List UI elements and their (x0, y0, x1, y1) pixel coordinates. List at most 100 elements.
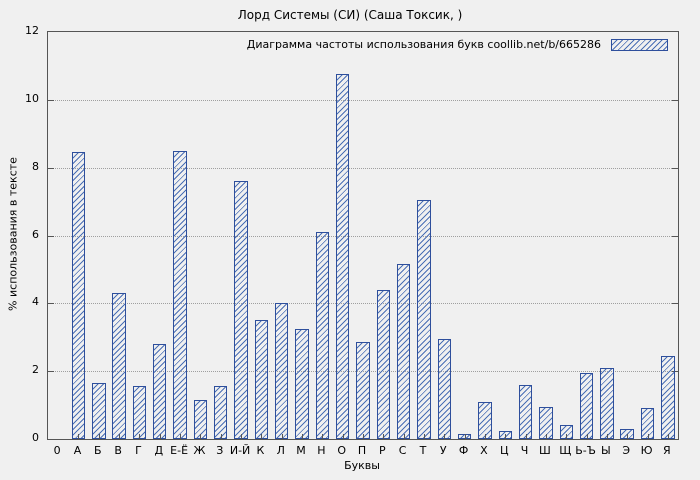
bar (132, 386, 147, 439)
x-tick-label: Ш (539, 444, 551, 457)
y-tick-mark (48, 167, 54, 169)
x-tick-label: Т (419, 444, 427, 457)
bar (315, 232, 330, 439)
y-tick-label: 6 (32, 227, 39, 241)
x-tick-mark (525, 434, 527, 439)
bar (640, 408, 655, 439)
y-tick-label: 8 (32, 159, 39, 173)
y-tick-mark (672, 167, 678, 169)
gridline (48, 235, 678, 237)
x-tick-label: Д (154, 444, 164, 457)
x-tick-label: Х (480, 444, 488, 457)
bar (92, 383, 106, 439)
x-tick-label: 0 (53, 444, 61, 457)
x-tick-mark (403, 434, 405, 439)
x-tick-mark (363, 434, 364, 439)
x-tick-label: П (357, 444, 367, 457)
x-tick-mark (505, 434, 507, 439)
bar (214, 386, 228, 439)
x-tick-label: Н (317, 444, 326, 457)
gridline (48, 167, 678, 169)
x-tick-label: Ы (601, 444, 611, 457)
bar (396, 264, 411, 439)
x-tick-mark (647, 434, 649, 439)
x-tick-label: З (216, 444, 224, 457)
x-tick-mark (464, 434, 466, 439)
bar (153, 344, 167, 439)
gridline (48, 99, 678, 101)
x-axis-title: Буквы (344, 459, 380, 472)
x-tick-mark (545, 434, 547, 439)
bar (254, 320, 269, 439)
x-tick-mark (383, 434, 385, 439)
x-tick-label: В (114, 444, 122, 457)
x-tick-label: И-Й (229, 444, 251, 457)
x-tick-mark (281, 434, 283, 439)
x-tick-mark (423, 434, 425, 439)
x-tick-label: Е-Ё (170, 444, 189, 457)
x-tick-label: Щ (559, 444, 572, 457)
x-tick-mark (667, 434, 669, 439)
x-tick-label: Л (276, 444, 285, 457)
x-tick-mark (180, 434, 182, 439)
y-tick-mark (48, 99, 54, 101)
x-tick-label: М (296, 444, 306, 457)
bar (376, 289, 391, 439)
x-tick-label: Ю (640, 444, 653, 457)
bar (295, 328, 309, 439)
x-tick-label: Э (622, 444, 631, 457)
bar (71, 152, 86, 439)
y-tick-label: 2 (32, 363, 39, 377)
x-tick-label: Р (378, 444, 386, 457)
x-tick-mark (139, 434, 141, 439)
y-tick-mark (672, 303, 678, 305)
bar (112, 293, 126, 439)
bar (173, 150, 187, 439)
bar (437, 338, 451, 439)
y-tick-mark (672, 371, 678, 373)
x-tick-label: К (256, 444, 265, 457)
x-tick-mark (220, 434, 222, 439)
x-tick-label: Б (94, 444, 102, 457)
legend-label: Диаграмма частоты использования букв coo… (246, 38, 601, 51)
bar (234, 181, 248, 439)
x-tick-label: А (73, 444, 82, 457)
y-tick-label: 0 (32, 431, 39, 444)
x-tick-mark (484, 434, 486, 439)
x-tick-label: Ц (499, 444, 509, 457)
x-tick-mark (98, 434, 100, 439)
x-tick-mark (342, 434, 344, 439)
x-tick-label: Я (663, 444, 671, 457)
bar (335, 74, 350, 439)
x-tick-mark (241, 434, 243, 439)
bar (600, 367, 614, 439)
bar (356, 342, 370, 439)
y-tick-label: 12 (25, 24, 39, 37)
x-tick-label: Ф (458, 444, 469, 457)
chart-title: Лорд Системы (СИ) (Саша Токсик, ) (237, 8, 463, 22)
y-tick-label: 4 (32, 295, 39, 309)
x-tick-label: О (337, 444, 347, 457)
y-tick-mark (48, 371, 54, 373)
y-tick-mark (672, 235, 678, 237)
bar (417, 199, 431, 439)
plot-area: Диаграмма частоты использования букв coo… (47, 31, 679, 440)
bar (661, 355, 675, 439)
bar (518, 384, 533, 439)
y-tick-mark (672, 99, 678, 101)
x-tick-label: Ж (193, 444, 206, 457)
bar (579, 372, 594, 439)
x-tick-mark (566, 434, 568, 439)
y-tick-mark (48, 303, 54, 305)
bar (275, 303, 289, 439)
y-tick-label: 10 (25, 91, 39, 105)
x-tick-mark (200, 434, 202, 439)
gridline (48, 303, 678, 305)
x-tick-mark (627, 434, 629, 439)
x-tick-mark (261, 434, 263, 439)
legend-hatch-swatch (611, 38, 668, 51)
x-tick-mark (302, 434, 304, 439)
legend: Диаграмма частоты использования букв coo… (247, 38, 668, 51)
x-tick-label: С (398, 444, 407, 457)
